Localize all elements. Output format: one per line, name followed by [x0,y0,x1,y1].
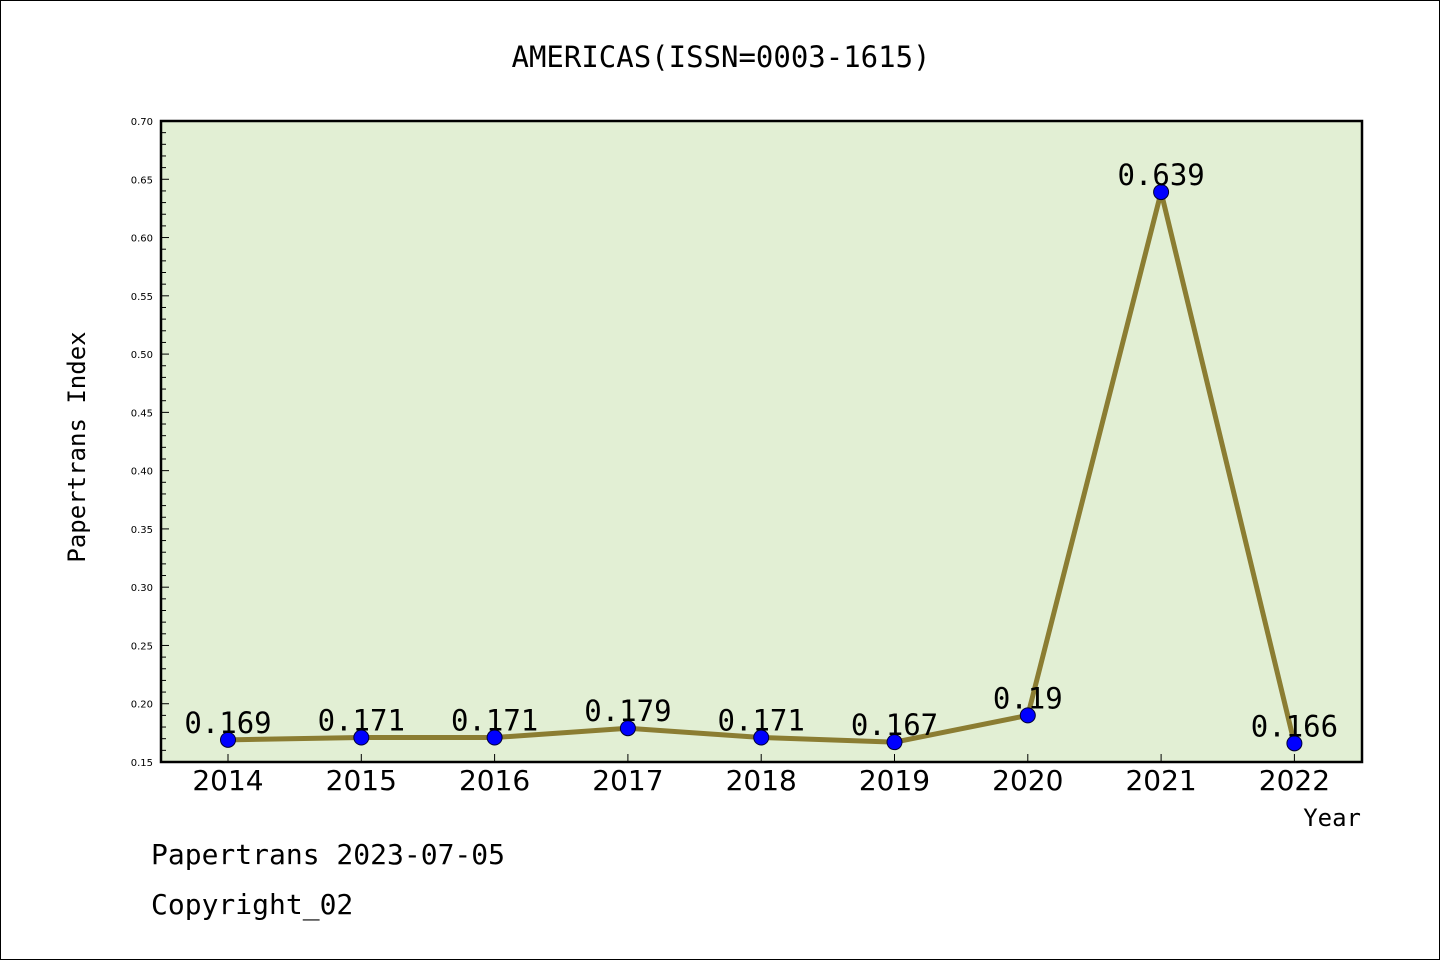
data-point [619,720,636,737]
data-labels: 0.169 0.171 0.171 0.179 0.171 0.167 0.19 0.639 0… [184,158,1338,743]
x-axis-tick-labels: 2014 2015 2016 2017 2018 2019 2020 2021 2022 [192,764,1330,797]
y-axis-tick-labels: 0.15 0.20 0.25 0.30 0.35 0.40 0.45 0.50 0.55 0.60… [131,117,153,769]
y-tick-label: 0.20 [131,700,153,711]
data-label: 0.171 [318,704,405,738]
x-axis-ticks [227,754,1295,762]
data-label: 0.171 [451,704,538,738]
data-label: 0.167 [851,708,938,742]
x-tick-label: 2022 [1259,764,1330,797]
y-tick-label: 0.60 [131,234,153,245]
data-point [753,729,770,746]
footer-date: Papertrans 2023-07-05 [151,838,505,871]
x-tick-label: 2014 [192,764,263,797]
x-tick-label: 2021 [1125,764,1196,797]
plot-area [159,119,1364,764]
x-axis-title: Year [1303,804,1361,832]
y-tick-label: 0.50 [131,350,153,361]
chart-title: AMERICAS(ISSN=0003-1615) [511,40,930,74]
data-point [1153,184,1170,201]
y-tick-label: 0.40 [131,467,153,478]
y-tick-label: 0.70 [131,117,153,128]
data-point [1286,735,1303,752]
y-tick-label: 0.35 [131,525,153,536]
x-tick-label: 2020 [992,764,1063,797]
x-tick-label: 2017 [592,764,663,797]
data-point [353,729,370,746]
footer-copyright: Copyright_02 [151,888,353,922]
y-tick-label: 0.45 [131,408,153,419]
x-tick-label: 2018 [726,764,797,797]
data-point [1019,707,1036,724]
data-label: 0.171 [718,704,805,738]
y-tick-label: 0.65 [131,175,153,186]
data-label: 0.639 [1117,158,1204,192]
y-tick-label: 0.55 [131,292,153,303]
data-point-markers [220,184,1303,752]
data-point [220,731,236,748]
y-tick-label: 0.30 [131,583,153,594]
y-tick-label: 0.25 [131,641,153,652]
x-tick-label: 2015 [326,764,397,797]
data-point [886,734,903,751]
y-tick-label: 0.15 [131,758,153,769]
x-tick-label: 2016 [459,764,530,797]
data-label: 0.166 [1251,709,1338,743]
data-point [486,729,503,746]
data-label: 0.179 [584,694,671,728]
x-tick-label: 2019 [859,764,930,797]
y-axis-title: Papertrans Index [63,331,91,562]
y-axis-ticks [161,120,169,763]
data-label: 0.19 [993,681,1063,715]
data-label: 0.169 [184,706,271,740]
